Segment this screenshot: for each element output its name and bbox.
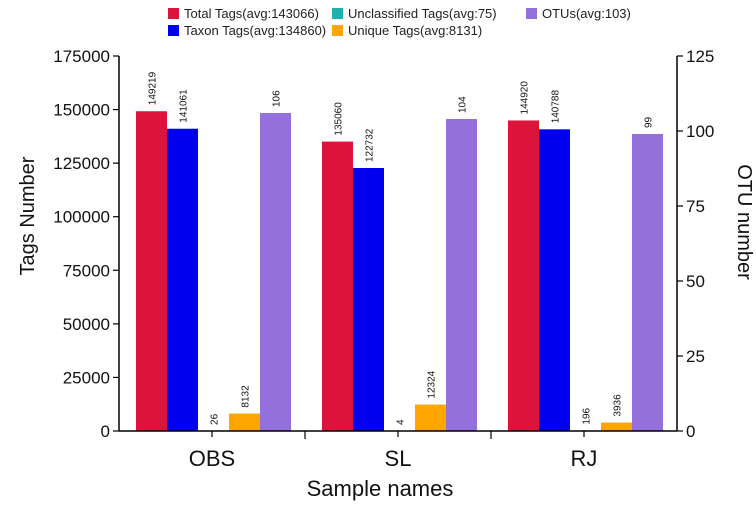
bar-value-label: 141061: [179, 89, 190, 123]
bar: [260, 113, 291, 431]
bar-value-label: 196: [582, 407, 593, 424]
y-tick-label: 150000: [53, 101, 110, 120]
bar-value-label: 99: [644, 116, 655, 128]
chart-legend: Total Tags(avg:143066) Taxon Tags(avg:13…: [168, 4, 728, 40]
y2-tick-label: 25: [686, 347, 705, 366]
bar: [601, 422, 632, 431]
legend-swatch-unclassified-tags: [332, 8, 343, 19]
y-tick-label: 75000: [63, 261, 110, 280]
bar-value-label: 12324: [427, 370, 438, 398]
bar-value-label: 4: [396, 419, 407, 425]
bar: [322, 141, 353, 432]
bar-value-label: 135060: [334, 102, 345, 136]
bars-layer: [136, 111, 663, 432]
bar-value-label: 106: [272, 90, 283, 107]
legend-label-unique-tags: Unique Tags(avg:8131): [348, 23, 483, 38]
y2-tick-label: 50: [686, 272, 705, 291]
bar-value-label: 26: [210, 413, 221, 425]
y-axis-title: Tags Number: [17, 156, 39, 275]
axes-layer: 0 25000 50000 75000 100000 125000 150000 175000…: [53, 47, 714, 471]
bar: [353, 168, 384, 431]
bar: [229, 413, 260, 431]
bar-value-label: 8132: [241, 385, 252, 408]
bar-value-label: 122732: [365, 128, 376, 162]
legend-label-otus: OTUs(avg:103): [542, 6, 631, 21]
x-tick-label: RJ: [571, 446, 598, 471]
bar: [539, 129, 570, 431]
legend-swatch-otus: [526, 8, 537, 19]
y2-tick-label: 100: [686, 122, 714, 141]
bar: [632, 134, 663, 431]
legend-label-total-tags: Total Tags(avg:143066): [184, 6, 319, 21]
x-tick-label: SL: [385, 446, 412, 471]
legend-item-total-tags: Total Tags(avg:143066): [168, 6, 319, 21]
legend-swatch-taxon-tags: [168, 25, 179, 36]
legend-swatch-unique-tags: [332, 25, 343, 36]
bar-value-label: 140788: [551, 90, 562, 124]
x-tick-label: OBS: [189, 446, 235, 471]
y-tick-label: 175000: [53, 47, 110, 66]
y-tick-label: 25000: [63, 368, 110, 387]
y-tick-label: 50000: [63, 315, 110, 334]
legend-item-unique-tags: Unique Tags(avg:8131): [332, 23, 482, 38]
y2-axis-title: OTU number: [733, 164, 755, 280]
y-tick-label: 0: [101, 422, 110, 441]
legend-label-taxon-tags: Taxon Tags(avg:134860): [184, 23, 327, 38]
legend-item-unclassified-tags: Unclassified Tags(avg:75): [332, 6, 497, 21]
x-axis-title: Sample names: [307, 476, 454, 501]
legend-item-otus: OTUs(avg:103): [526, 6, 631, 21]
bar: [136, 111, 167, 432]
legend-swatch-total-tags: [168, 8, 179, 19]
y2-tick-label: 0: [686, 422, 695, 441]
bar-value-label: 149219: [148, 71, 159, 105]
legend-item-taxon-tags: Taxon Tags(avg:134860): [168, 23, 326, 38]
bar-value-label: 104: [458, 96, 469, 113]
bar: [508, 120, 539, 431]
bar-labels-layer: 149219 141061 26 8132 106 135060 122732 4 12324 1…: [148, 71, 655, 425]
y-tick-label: 125000: [53, 154, 110, 173]
y2-tick-label: 125: [686, 47, 714, 66]
y2-tick-label: 75: [686, 197, 705, 216]
bar: [167, 128, 198, 431]
bar: [446, 119, 477, 431]
bar: [415, 404, 446, 431]
bar-value-label: 3936: [613, 394, 624, 417]
bar-value-label: 144920: [520, 81, 531, 115]
y-tick-label: 100000: [53, 208, 110, 227]
legend-label-unclassified-tags: Unclassified Tags(avg:75): [348, 6, 497, 21]
